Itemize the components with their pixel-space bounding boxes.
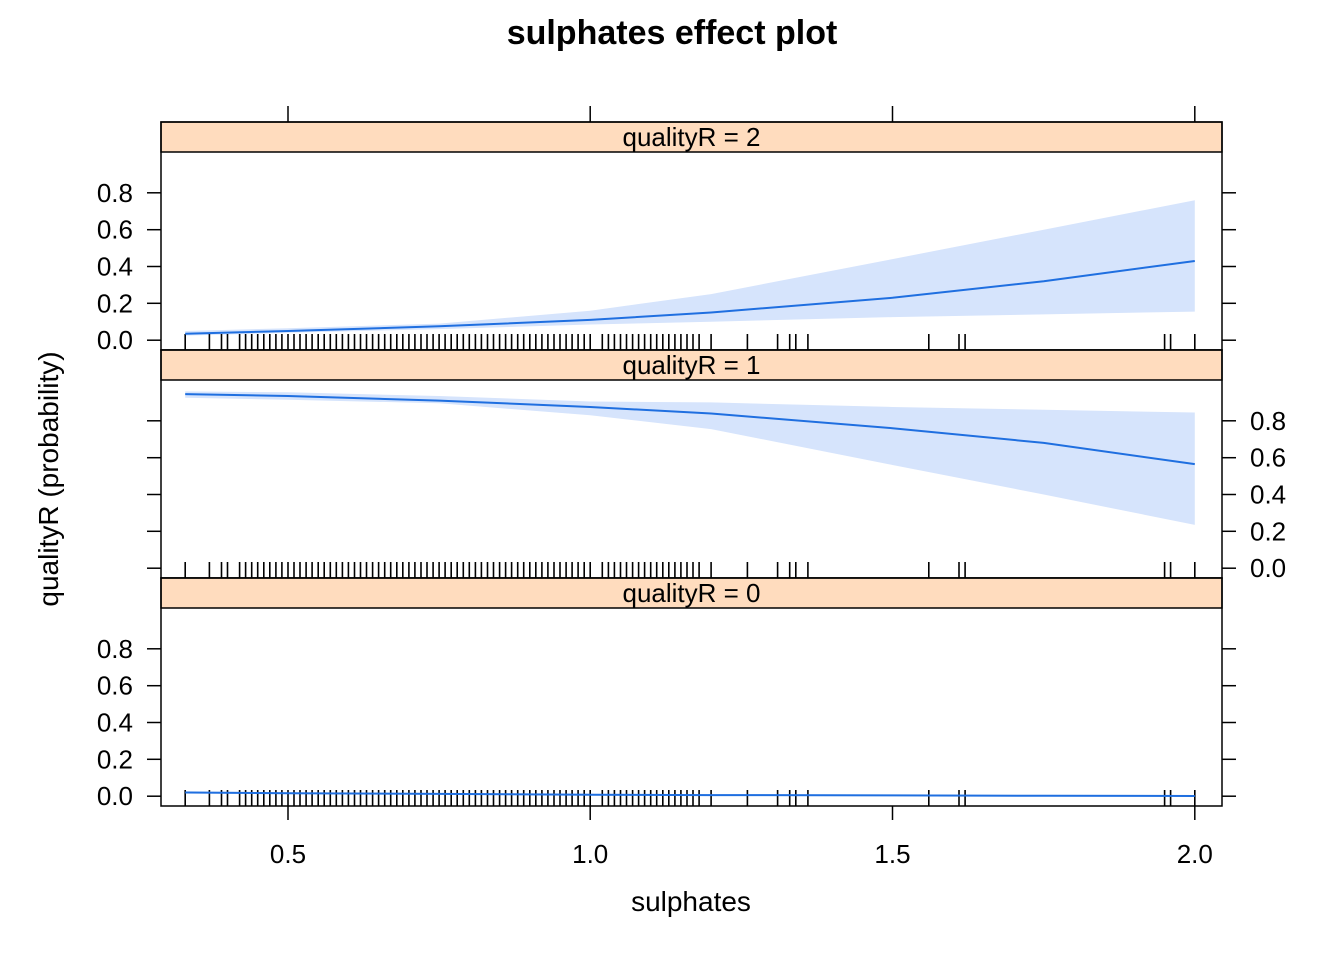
y-tick-label: 0.8	[97, 634, 133, 664]
panel-2: qualityR = 1 0.0 0.2 0.4 0.6 0.8	[147, 349, 1286, 583]
x-tick-label: 1.0	[572, 839, 608, 869]
strip-label: qualityR = 0	[622, 578, 760, 608]
fit-line	[185, 260, 1195, 335]
x-tick-label: 1.5	[874, 839, 910, 869]
y-tick-label: 0.4	[97, 708, 133, 738]
y-tick-label: 0.0	[97, 781, 133, 811]
confidence-band	[185, 391, 1195, 525]
x-axis: 0.5 1.0 1.5 2.0	[270, 106, 1213, 869]
y-tick-label: 0.6	[97, 671, 133, 701]
x-tick-label: 0.5	[270, 839, 306, 869]
y-tick-label: 0.6	[1250, 443, 1286, 473]
y-tick-label: 0.2	[97, 744, 133, 774]
rug	[184, 562, 1196, 578]
y-tick-label: 0.0	[1250, 553, 1286, 583]
confidence-band	[185, 200, 1195, 336]
y-tick-label: 0.2	[1250, 516, 1286, 546]
y-tick-label: 0.2	[97, 288, 133, 318]
panel-frame	[160, 577, 1223, 807]
strip-label: qualityR = 1	[622, 350, 760, 380]
y-tick-label: 0.0	[97, 325, 133, 355]
strip-label: qualityR = 2	[622, 122, 760, 152]
fit-line	[185, 791, 1195, 797]
fit-line	[185, 393, 1195, 466]
x-axis-label: sulphates	[631, 886, 751, 917]
y-axis-label: qualityR (probability)	[33, 351, 64, 606]
y-tick-label: 0.8	[1250, 406, 1286, 436]
y-tick-label: 0.8	[97, 178, 133, 208]
y-tick-label: 0.6	[97, 215, 133, 245]
rug	[184, 334, 1196, 350]
panel-3: qualityR = 0 0.0 0.2 0.4 0.6 0.8	[97, 577, 1236, 811]
chart-title: sulphates effect plot	[507, 14, 838, 52]
rug	[184, 790, 1196, 806]
y-tick-label: 0.4	[97, 252, 133, 282]
panel-1: qualityR = 2 0.0 0.2 0.4 0.6 0.8	[97, 121, 1236, 355]
strip-background	[160, 577, 1223, 609]
y-tick-label: 0.4	[1250, 480, 1286, 510]
x-tick-label: 2.0	[1177, 839, 1213, 869]
